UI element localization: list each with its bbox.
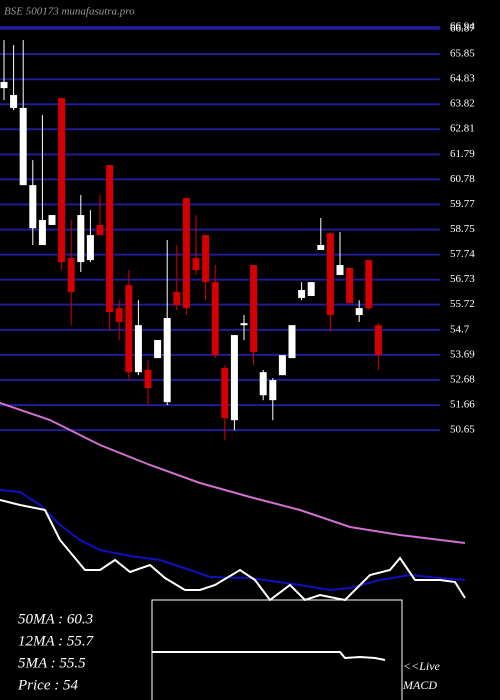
candle-body <box>298 290 306 298</box>
candle-body <box>77 215 85 263</box>
y-tick-label: 64.83 <box>450 73 475 85</box>
candle-body <box>192 258 200 270</box>
candle-body <box>317 245 325 250</box>
candle-body <box>230 335 238 421</box>
candle-body <box>154 340 162 359</box>
candle-body <box>134 325 142 373</box>
y-tick-label: 51.66 <box>450 399 475 411</box>
y-tick-label: 53.69 <box>450 348 475 360</box>
candle-body <box>269 380 277 401</box>
candle-body <box>182 197 190 309</box>
candle-body <box>115 308 123 322</box>
candle-body <box>221 367 229 418</box>
y-tick-label: 55.72 <box>450 298 475 310</box>
candle-body <box>326 233 334 316</box>
candle-body <box>211 282 219 356</box>
candle-body <box>346 268 354 304</box>
macd-label: <<Live <box>403 659 441 673</box>
candle-body <box>365 260 373 309</box>
y-tick-label: 56.73 <box>450 273 475 285</box>
candle-body <box>96 224 104 236</box>
candle-body <box>173 292 181 306</box>
candle-body <box>0 81 8 89</box>
y-tick-label: 60.78 <box>450 173 475 185</box>
candle-body <box>240 323 248 326</box>
y-tick-label: 61.79 <box>450 148 475 160</box>
stat-label: Price : 54 <box>17 677 78 693</box>
series-line <box>0 402 466 544</box>
candle-body <box>58 98 66 263</box>
candle-body <box>48 215 56 225</box>
macd-box <box>151 599 403 700</box>
candle-body <box>38 220 46 246</box>
chart-title: BSE 500173 munafasutra.pro <box>4 6 135 18</box>
candle-body <box>163 318 171 403</box>
y-tick-label: 66.87 <box>450 22 475 34</box>
y-tick-label: 52.68 <box>450 373 475 385</box>
candle-body <box>67 258 75 293</box>
y-tick-label: 50.65 <box>450 424 475 436</box>
series-line <box>0 489 466 592</box>
stat-label: 5MA : 55.5 <box>18 655 86 671</box>
candle-body <box>29 185 37 229</box>
series-line <box>152 651 386 661</box>
y-tick-label: 54.7 <box>450 323 470 335</box>
series-line <box>0 499 466 602</box>
macd-label: MACD <box>402 678 437 692</box>
stat-label: 12MA : 55.7 <box>18 633 95 649</box>
candle-body <box>336 265 344 275</box>
y-tick-label: 66.94 <box>450 21 475 33</box>
candle-body <box>125 285 133 373</box>
candle-body <box>106 165 114 313</box>
candle-body <box>374 325 382 356</box>
candle-body <box>307 282 315 296</box>
candle-body <box>278 355 286 376</box>
candle-body <box>19 107 27 186</box>
stat-label: 50MA : 60.3 <box>18 611 93 627</box>
y-tick-label: 62.81 <box>450 123 475 135</box>
candle-body <box>259 372 267 396</box>
candle-body <box>288 325 296 359</box>
candle-body <box>250 265 258 353</box>
candle-body <box>202 235 210 283</box>
candle-body <box>355 308 363 316</box>
candle-body <box>144 369 152 389</box>
y-tick-label: 65.85 <box>450 48 475 60</box>
y-tick-label: 58.75 <box>450 223 475 235</box>
candle-body <box>86 235 94 261</box>
y-tick-label: 59.77 <box>450 198 475 210</box>
y-tick-label: 63.82 <box>450 98 475 110</box>
y-tick-label: 57.74 <box>450 248 475 260</box>
candle-body <box>10 95 18 108</box>
